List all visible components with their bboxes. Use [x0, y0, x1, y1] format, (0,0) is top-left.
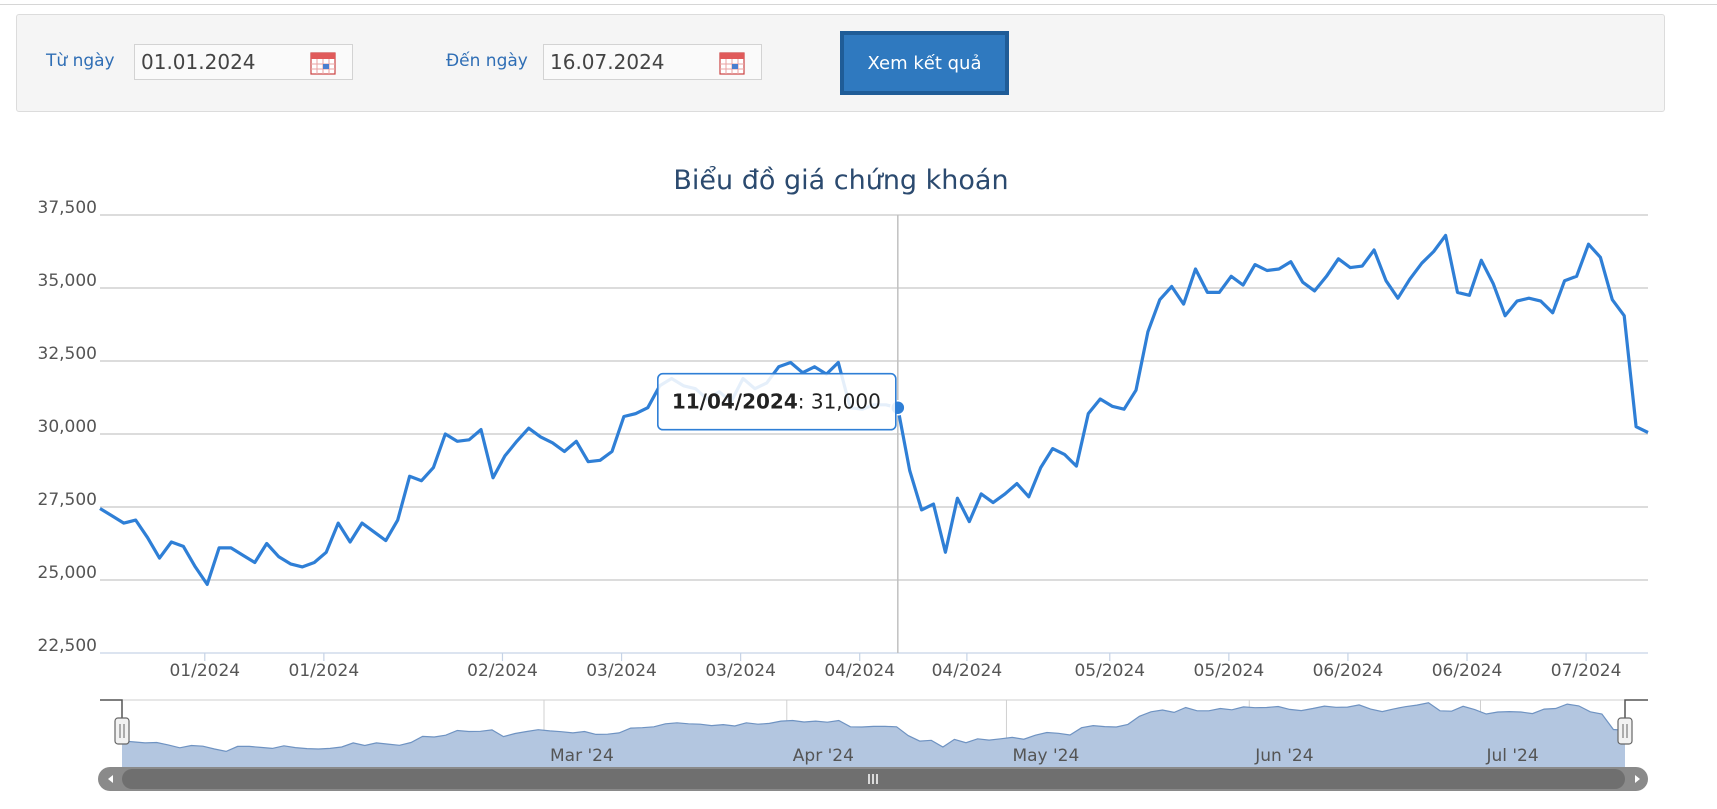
y-tick-label: 25,000 [38, 563, 97, 583]
scrollbar-thumb [122, 769, 1625, 789]
navigator: Mar '24 Apr '24 May '24 Jun '24 Jul '24 [98, 699, 1648, 791]
scrollbar-track [98, 767, 1648, 791]
from-date-input[interactable] [135, 45, 307, 79]
y-tick-label: 30,000 [38, 417, 97, 437]
navigator-right-handle[interactable] [1617, 717, 1633, 745]
y-tick-label: 27,500 [38, 490, 97, 510]
to-date-input[interactable] [544, 45, 716, 79]
navigator-labels: Mar '24 Apr '24 May '24 Jun '24 Jul '24 [550, 746, 1539, 766]
x-tick-label: 07/2024 [1551, 661, 1622, 681]
view-results-button[interactable]: Xem kết quả [840, 31, 1009, 95]
from-date-label: Từ ngày [46, 51, 115, 71]
scrollbar-grip-icon [868, 774, 878, 784]
calendar-icon[interactable] [719, 51, 745, 75]
hovered-point[interactable] [890, 399, 906, 416]
tooltip-separator: : [798, 390, 811, 414]
x-tick-label: 05/2024 [1074, 661, 1145, 681]
x-tick-label: 06/2024 [1432, 661, 1503, 681]
x-tick-label: 01/2024 [289, 661, 360, 681]
navigator-area [122, 702, 1625, 767]
y-tick-label: 35,000 [38, 271, 97, 291]
navigator-label: Jun '24 [1254, 746, 1313, 766]
tooltip-value: 31,000 [811, 390, 881, 414]
to-date-label: Đến ngày [446, 51, 528, 71]
scrollbar[interactable] [98, 767, 1648, 791]
x-tick-label: 05/2024 [1194, 661, 1265, 681]
scroll-right-arrow-icon [1635, 775, 1640, 783]
top-divider [0, 4, 1717, 5]
x-tick-label: 01/2024 [169, 661, 240, 681]
navigator-label: Apr '24 [793, 746, 854, 766]
x-tick-label: 03/2024 [705, 661, 776, 681]
navigator-line [121, 702, 1626, 753]
scroll-left-arrow-icon [108, 775, 113, 783]
tooltip-box [657, 372, 897, 431]
y-tick-label: 22,500 [38, 636, 97, 656]
navigator-right-outline [1624, 699, 1648, 730]
navigator-left-handle[interactable] [114, 717, 130, 745]
calendar-icon[interactable] [310, 51, 336, 75]
x-tick-label: 04/2024 [824, 661, 895, 681]
view-results-label: Xem kết quả [844, 35, 1005, 91]
tooltip: 11/04/2024: 31,000 [657, 372, 897, 431]
navigator-label: May '24 [1012, 746, 1079, 766]
navigator-grid [543, 700, 1481, 767]
from-date-field[interactable] [134, 44, 353, 80]
to-date-field[interactable] [543, 44, 762, 80]
x-tick-label: 03/2024 [586, 661, 657, 681]
y-axis-ticks: 22,500 25,000 27,500 30,000 32,500 35,000 37,5… [38, 198, 97, 656]
navigator-left-outline [100, 699, 123, 730]
tooltip-text: 11/04/2024: 31,000 [672, 390, 881, 414]
y-tick-label: 32,500 [38, 344, 97, 364]
chart-grid [100, 214, 1648, 654]
navigator-label: Jul '24 [1485, 746, 1538, 766]
x-axis-ticks: 01/2024 01/2024 02/2024 03/2024 03/2024 04/20… [169, 653, 1621, 681]
x-tick-label: 02/2024 [467, 661, 538, 681]
price-series-line [99, 233, 1649, 586]
navigator-label: Mar '24 [550, 746, 614, 766]
chart-title: Biểu đồ giá chứng khoán [673, 165, 1008, 196]
x-tick-label: 06/2024 [1313, 661, 1384, 681]
tooltip-date: 11/04/2024 [672, 390, 798, 414]
y-tick-label: 37,500 [38, 198, 97, 218]
x-tick-label: 04/2024 [932, 661, 1003, 681]
